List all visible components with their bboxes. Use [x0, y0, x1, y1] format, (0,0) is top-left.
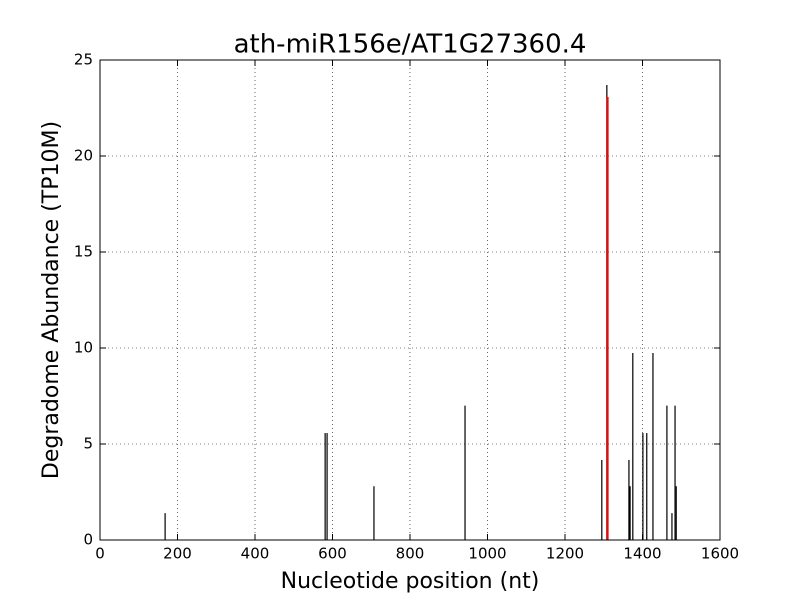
chart-title: ath-miR156e/AT1G27360.4: [234, 30, 587, 60]
x-tick-label: 200: [163, 545, 192, 563]
plot-frame: [99, 59, 721, 541]
x-axis-label: Nucleotide position (nt): [281, 569, 540, 594]
y-tick-label: 25: [74, 51, 93, 69]
y-tick-label: 5: [83, 435, 93, 453]
x-tick-label: 600: [318, 545, 347, 563]
x-tick-label: 1400: [623, 545, 661, 563]
y-tick-label: 0: [83, 531, 93, 549]
x-tick-label: 1600: [701, 545, 739, 563]
x-tick-label: 1000: [468, 545, 506, 563]
x-tick-label: 1200: [546, 545, 584, 563]
x-tick-label: 0: [95, 545, 105, 563]
x-tick-label: 400: [241, 545, 270, 563]
y-tick-label: 10: [74, 339, 93, 357]
y-tick-label: 20: [74, 147, 93, 165]
y-tick-label: 15: [74, 243, 93, 261]
y-axis-label: Degradome Abundance (TP10M): [39, 121, 64, 479]
x-tick-label: 800: [396, 545, 425, 563]
